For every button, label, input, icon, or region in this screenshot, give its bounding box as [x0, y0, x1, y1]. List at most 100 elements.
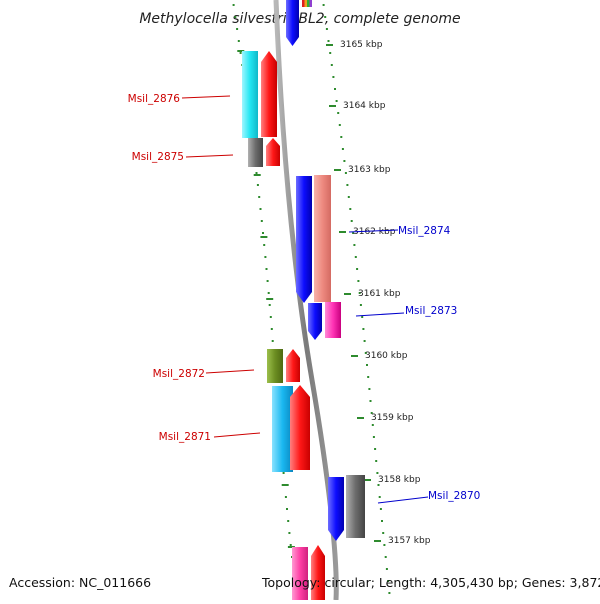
track-dot-right [340, 136, 343, 138]
track-dot-left [284, 496, 287, 498]
gene-feature[interactable] [267, 349, 283, 383]
kbp-label-3162: 3162 kbp [353, 227, 396, 237]
track-dot-right [377, 484, 380, 486]
genome-backbone [273, 0, 339, 601]
track-dot-right [374, 448, 377, 450]
kbp-tick [329, 105, 336, 107]
gene-feature[interactable] [286, 349, 300, 382]
track-dot-left [270, 328, 273, 330]
track-dot-left [259, 208, 262, 210]
track-dot-right [362, 328, 365, 330]
track-dot-right [387, 580, 390, 582]
track-dot-left [255, 172, 258, 174]
gene-label-msil-2875[interactable]: Msil_2875 [132, 151, 184, 163]
kbp-label-3157: 3157 kbp [388, 536, 431, 546]
gene-label-msil-2872[interactable]: Msil_2872 [153, 368, 205, 380]
gene-feature[interactable] [307, 0, 310, 7]
track-dot-left [262, 232, 264, 234]
map-title: Methylocella silvestris BL2, complete ge… [139, 11, 460, 27]
gene-label-msil-2873[interactable]: Msil_2873 [405, 305, 457, 317]
kbp-tick [344, 293, 351, 295]
label-leader [377, 496, 429, 504]
kbp-label-3161: 3161 kbp [358, 289, 401, 299]
track-dot-left [258, 196, 261, 198]
gene-feature[interactable] [309, 0, 313, 7]
track-dot-left [256, 184, 259, 186]
track-dot-left [236, 28, 239, 30]
track-dot-left [264, 256, 267, 258]
gene-feature[interactable] [308, 303, 322, 340]
track-dot-right [385, 568, 388, 570]
gene-feature[interactable] [292, 547, 308, 600]
track-dash [281, 484, 289, 486]
track-dot-right [346, 184, 349, 186]
track-dot-right [352, 232, 355, 234]
track-dot-left [263, 244, 266, 246]
gene-feature[interactable] [266, 138, 280, 166]
track-dot-left [265, 268, 268, 270]
gene-feature[interactable] [242, 51, 258, 138]
track-dot-right [381, 520, 383, 522]
label-leader [213, 432, 261, 438]
topology-text: Topology: circular; Length: 4,305,430 bp… [262, 575, 600, 590]
track-dot-right [330, 64, 333, 66]
track-dot-right [357, 280, 360, 282]
track-dot-left [232, 4, 235, 6]
track-dot-right [338, 124, 341, 126]
kbp-label-3159: 3159 kbp [371, 413, 414, 423]
track-dot-left [237, 40, 240, 42]
gene-feature[interactable] [272, 386, 293, 472]
track-dot-left [234, 16, 237, 18]
gene-label-msil-2871[interactable]: Msil_2871 [159, 431, 211, 443]
track-dot-right [332, 76, 335, 78]
gene-feature[interactable] [346, 475, 365, 538]
track-dot-left [239, 52, 242, 54]
track-dot-left [288, 532, 291, 534]
track-dot-right [367, 376, 370, 378]
kbp-label-3163: 3163 kbp [348, 165, 391, 175]
track-dot-right [366, 364, 368, 366]
gene-feature[interactable] [314, 175, 331, 302]
track-dot-right [356, 268, 359, 270]
track-dot-right [388, 592, 391, 594]
gene-label-msil-2876[interactable]: Msil_2876 [128, 93, 181, 105]
gene-label-msil-2874[interactable]: Msil_2874 [398, 225, 451, 237]
gene-label-msil-2870[interactable]: Msil_2870 [428, 490, 480, 502]
track-dot-right [327, 40, 330, 42]
track-dot-right [341, 148, 344, 150]
track-dot-right [329, 52, 332, 54]
track-dot-right [371, 424, 374, 426]
gene-feature[interactable] [302, 0, 305, 7]
kbp-tick [351, 355, 358, 357]
track-dot-right [324, 16, 327, 18]
gene-feature[interactable] [286, 0, 299, 46]
kbp-label-3158: 3158 kbp [378, 475, 421, 485]
track-dash [266, 298, 274, 300]
track-dash [237, 50, 245, 52]
track-dot-right [384, 556, 387, 558]
gene-feature[interactable] [248, 138, 263, 167]
track-dot-right [375, 460, 378, 462]
track-dot-right [343, 160, 346, 162]
track-dot-right [344, 172, 347, 174]
track-dot-right [359, 304, 362, 306]
track-dot-right [353, 244, 356, 246]
gene-feature[interactable] [325, 302, 341, 338]
gene-feature[interactable] [290, 385, 310, 470]
label-leader [355, 312, 405, 317]
gene-feature[interactable] [296, 176, 312, 303]
track-dot-right [372, 436, 375, 438]
track-dot-left [287, 520, 290, 522]
track-dash [260, 236, 268, 238]
gene-feature[interactable] [304, 0, 308, 7]
gene-feature[interactable] [261, 51, 277, 137]
track-dash [253, 174, 261, 176]
kbp-tick [334, 169, 341, 171]
kbp-tick [326, 44, 333, 46]
track-dot-right [376, 472, 379, 474]
gene-feature[interactable] [311, 545, 325, 600]
gene-feature[interactable] [328, 477, 344, 541]
kbp-label-3164: 3164 kbp [343, 101, 386, 111]
track-dot-right [347, 196, 350, 198]
